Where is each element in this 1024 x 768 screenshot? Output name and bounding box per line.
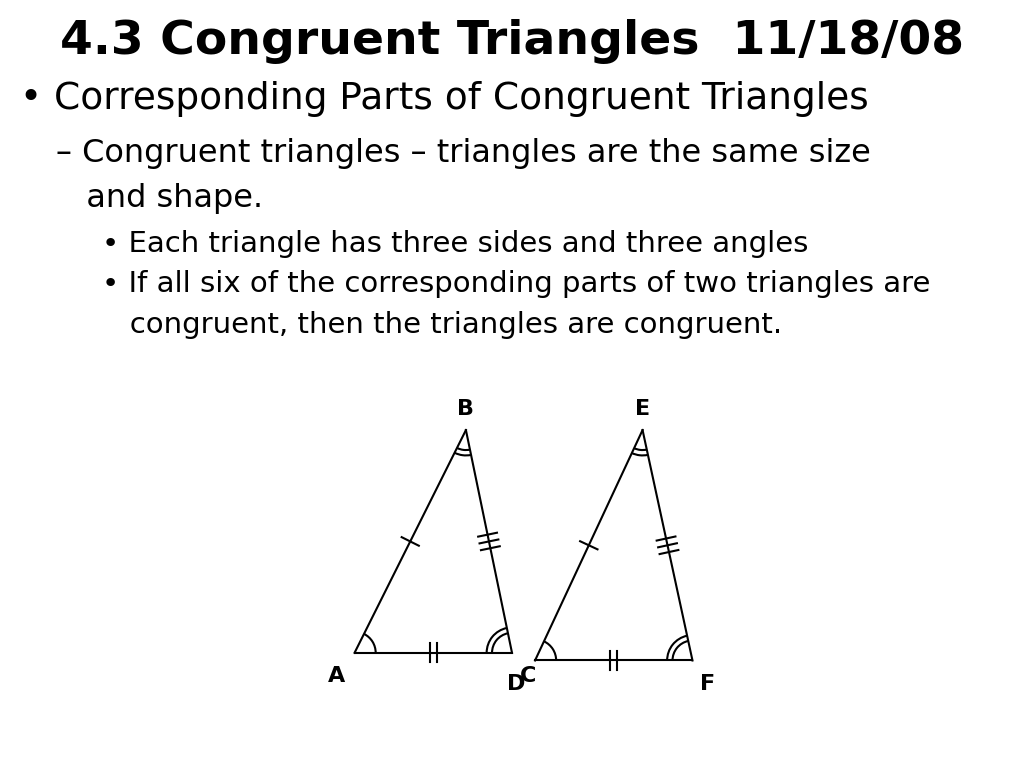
Text: A: A (328, 666, 345, 687)
Text: • Corresponding Parts of Congruent Triangles: • Corresponding Parts of Congruent Trian… (20, 81, 869, 117)
Text: congruent, then the triangles are congruent.: congruent, then the triangles are congru… (102, 311, 782, 339)
Text: B: B (458, 399, 474, 419)
Text: and shape.: and shape. (56, 183, 263, 214)
Text: – Congruent triangles – triangles are the same size: – Congruent triangles – triangles are th… (56, 138, 871, 169)
Text: • If all six of the corresponding parts of two triangles are: • If all six of the corresponding parts … (102, 270, 931, 298)
Text: • Each triangle has three sides and three angles: • Each triangle has three sides and thre… (102, 230, 809, 258)
Text: C: C (520, 666, 536, 687)
Text: F: F (700, 674, 716, 694)
Text: E: E (635, 399, 650, 419)
Text: D: D (507, 674, 525, 694)
Text: 4.3 Congruent Triangles  11/18/08: 4.3 Congruent Triangles 11/18/08 (60, 19, 964, 65)
